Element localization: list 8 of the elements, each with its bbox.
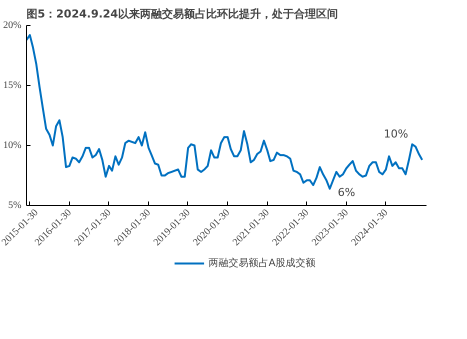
chart-title: 图5：2024.9.24以来两融交易额占比环比提升，处于合理区间 bbox=[26, 8, 338, 20]
annotation: 6% bbox=[338, 186, 356, 200]
y-tick-label: 5% bbox=[8, 200, 22, 211]
y-tick-label: 20% bbox=[3, 20, 22, 31]
annotation: 10% bbox=[384, 127, 408, 140]
legend-label: 两融交易额占A股成交额 bbox=[208, 256, 316, 270]
y-tick-label: 10% bbox=[3, 140, 22, 151]
y-tick-label: 15% bbox=[3, 80, 22, 91]
